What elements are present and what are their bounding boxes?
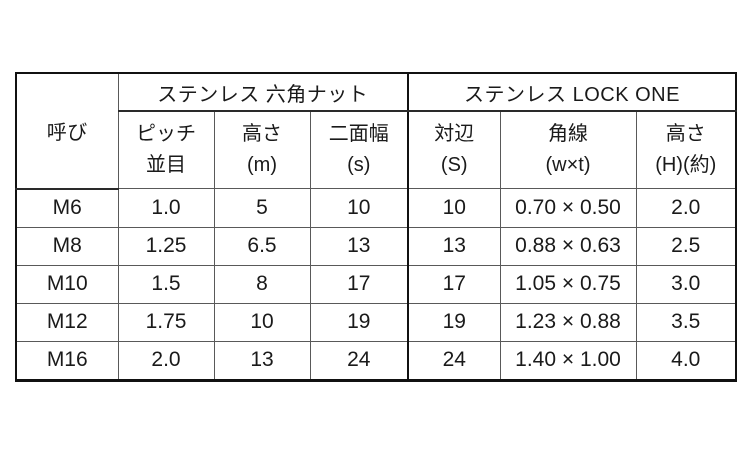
table-cell: 2.0 xyxy=(117,340,215,381)
group-header-row: 呼び ステンレス 六角ナット ステンレス LOCK ONE xyxy=(15,72,737,190)
table-cell: 3.0 xyxy=(635,264,737,304)
row-label: M6 xyxy=(15,188,119,228)
group-header-hex-nut: ステンレス 六角ナット xyxy=(117,72,409,112)
column-header-label: 二面幅 xyxy=(328,123,389,145)
column-header-width-across-flats: 二面幅 (s) xyxy=(309,110,409,189)
row-label: M16 xyxy=(15,340,119,381)
group-header-lock-one: ステンレス LOCK ONE xyxy=(407,72,737,112)
column-header-sub: (H)(約) xyxy=(655,154,717,176)
table-cell: 4.0 xyxy=(635,340,737,381)
column-header-square-wire: 角線 (w×t) xyxy=(499,110,637,189)
table-cell: 3.5 xyxy=(635,302,737,342)
column-header-label: 高さ xyxy=(242,123,282,145)
table-cell: 1.05 × 0.75 xyxy=(499,264,637,304)
table-cell: 1.0 xyxy=(117,188,215,228)
row-label: M8 xyxy=(15,226,119,266)
table-cell: 19 xyxy=(309,302,409,342)
table-cell: 1.23 × 0.88 xyxy=(499,302,637,342)
corner-header-cell: 呼び xyxy=(15,72,119,190)
table-cell: 1.75 xyxy=(117,302,215,342)
column-header-height-h: 高さ (H)(約) xyxy=(635,110,737,189)
row-label: M10 xyxy=(15,264,119,304)
table-cell: 1.25 xyxy=(117,226,215,266)
column-header-pitch: ピッチ 並目 xyxy=(117,110,215,189)
column-header-sub: (s) xyxy=(347,154,371,176)
table-row-m12: M12 1.75 10 19 19 1.23 × 0.88 3.5 xyxy=(15,302,737,342)
table-cell: 1.40 × 1.00 xyxy=(499,340,637,381)
table-cell: 24 xyxy=(309,340,409,381)
table-cell: 19 xyxy=(407,302,501,342)
column-header-sub: (w×t) xyxy=(545,154,591,176)
column-header-label: 角線 xyxy=(548,123,588,145)
column-header-label: 対辺 xyxy=(434,123,475,145)
column-header-row: ピッチ 並目 高さ (m) 二面幅 (s) 対辺 (S) 角線 (w×t) 高さ… xyxy=(16,110,737,189)
table-cell: 0.70 × 0.50 xyxy=(499,188,637,228)
table-cell: 10 xyxy=(213,302,311,342)
table-row-m6: M6 1.0 5 10 10 0.70 × 0.50 2.0 xyxy=(15,188,737,228)
table-cell: 17 xyxy=(407,264,501,304)
column-header-height-m: 高さ (m) xyxy=(213,110,311,189)
table-row-m8: M8 1.25 6.5 13 13 0.88 × 0.63 2.5 xyxy=(15,226,737,266)
column-header-side: 対辺 (S) xyxy=(407,110,501,189)
table-cell: 13 xyxy=(407,226,501,266)
table-cell: 24 xyxy=(407,340,501,381)
table-row-m10: M10 1.5 8 17 17 1.05 × 0.75 3.0 xyxy=(15,264,737,304)
table-cell: 13 xyxy=(309,226,409,266)
table-cell: 2.5 xyxy=(635,226,737,266)
column-header-sub: (S) xyxy=(440,154,468,176)
row-label: M12 xyxy=(15,302,119,342)
table-cell: 8 xyxy=(213,264,311,304)
table-cell: 13 xyxy=(213,340,311,381)
table-cell: 17 xyxy=(309,264,409,304)
table-cell: 2.0 xyxy=(635,188,737,228)
column-header-label: 高さ xyxy=(665,123,706,145)
table-cell: 5 xyxy=(213,188,311,228)
table-cell: 0.88 × 0.63 xyxy=(499,226,637,266)
table-cell: 1.5 xyxy=(117,264,215,304)
table-cell: 10 xyxy=(309,188,409,228)
spec-table: 呼び ステンレス 六角ナット ステンレス LOCK ONE ピッチ 並目 高さ … xyxy=(15,72,737,382)
table-cell: 6.5 xyxy=(213,226,311,266)
column-header-sub: (m) xyxy=(247,154,277,176)
column-header-sub: 並目 xyxy=(146,154,186,176)
table-cell: 10 xyxy=(407,188,501,228)
table-row-m16: M16 2.0 13 24 24 1.40 × 1.00 4.0 xyxy=(15,340,737,381)
column-header-label: ピッチ xyxy=(136,123,196,145)
